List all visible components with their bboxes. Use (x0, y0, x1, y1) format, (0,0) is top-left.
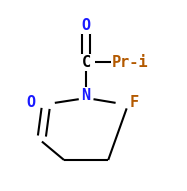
Text: Pr-i: Pr-i (112, 55, 148, 70)
Text: O: O (82, 18, 91, 33)
Text: O: O (26, 95, 35, 110)
Text: C: C (82, 55, 91, 70)
Text: N: N (82, 88, 91, 103)
Text: F: F (129, 95, 139, 110)
